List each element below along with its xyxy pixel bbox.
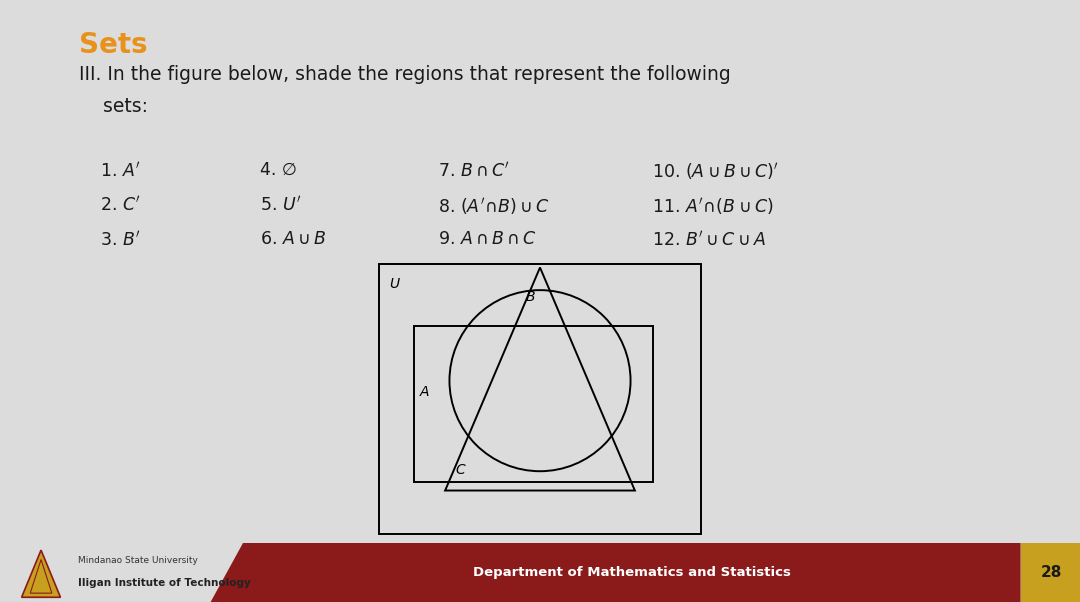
Text: 2. $C'$: 2. $C'$ xyxy=(99,196,140,215)
Text: 9. $A \cap B \cap C$: 9. $A \cap B \cap C$ xyxy=(438,231,537,249)
Text: III. In the figure below, shade the regions that represent the following: III. In the figure below, shade the regi… xyxy=(79,66,731,84)
Text: $A$: $A$ xyxy=(419,385,430,399)
Text: 5. $U'$: 5. $U'$ xyxy=(259,196,301,215)
Text: 10. $(A \cup B \cup C)'$: 10. $(A \cup B \cup C)'$ xyxy=(652,161,779,182)
Text: $B$: $B$ xyxy=(525,290,536,305)
Text: $U$: $U$ xyxy=(389,278,401,291)
Text: Mindanao State University: Mindanao State University xyxy=(78,556,198,565)
Text: 3. $B'$: 3. $B'$ xyxy=(99,231,140,249)
Text: 1. $A'$: 1. $A'$ xyxy=(99,161,140,180)
Text: 28: 28 xyxy=(1041,565,1063,580)
Polygon shape xyxy=(211,543,1021,602)
Text: $C$: $C$ xyxy=(455,463,467,477)
Text: Sets: Sets xyxy=(79,31,148,58)
Text: 7. $B \cap C'$: 7. $B \cap C'$ xyxy=(438,161,510,180)
Polygon shape xyxy=(22,550,60,597)
Text: Iligan Institute of Technology: Iligan Institute of Technology xyxy=(78,578,251,588)
Text: 6. $A \cup B$: 6. $A \cup B$ xyxy=(259,231,326,249)
Text: 8. $(A'\!\cap\! B) \cup C$: 8. $(A'\!\cap\! B) \cup C$ xyxy=(438,196,550,217)
Text: 4. ∅: 4. ∅ xyxy=(259,161,297,179)
Bar xyxy=(414,326,653,482)
Text: 11. $A'\!\cap\!(B \cup C)$: 11. $A'\!\cap\!(B \cup C)$ xyxy=(652,196,773,217)
Bar xyxy=(1021,543,1080,602)
Text: Department of Mathematics and Statistics: Department of Mathematics and Statistics xyxy=(473,566,791,579)
Text: sets:: sets: xyxy=(79,98,148,116)
Text: 12. $B' \cup C \cup A$: 12. $B' \cup C \cup A$ xyxy=(652,231,766,249)
